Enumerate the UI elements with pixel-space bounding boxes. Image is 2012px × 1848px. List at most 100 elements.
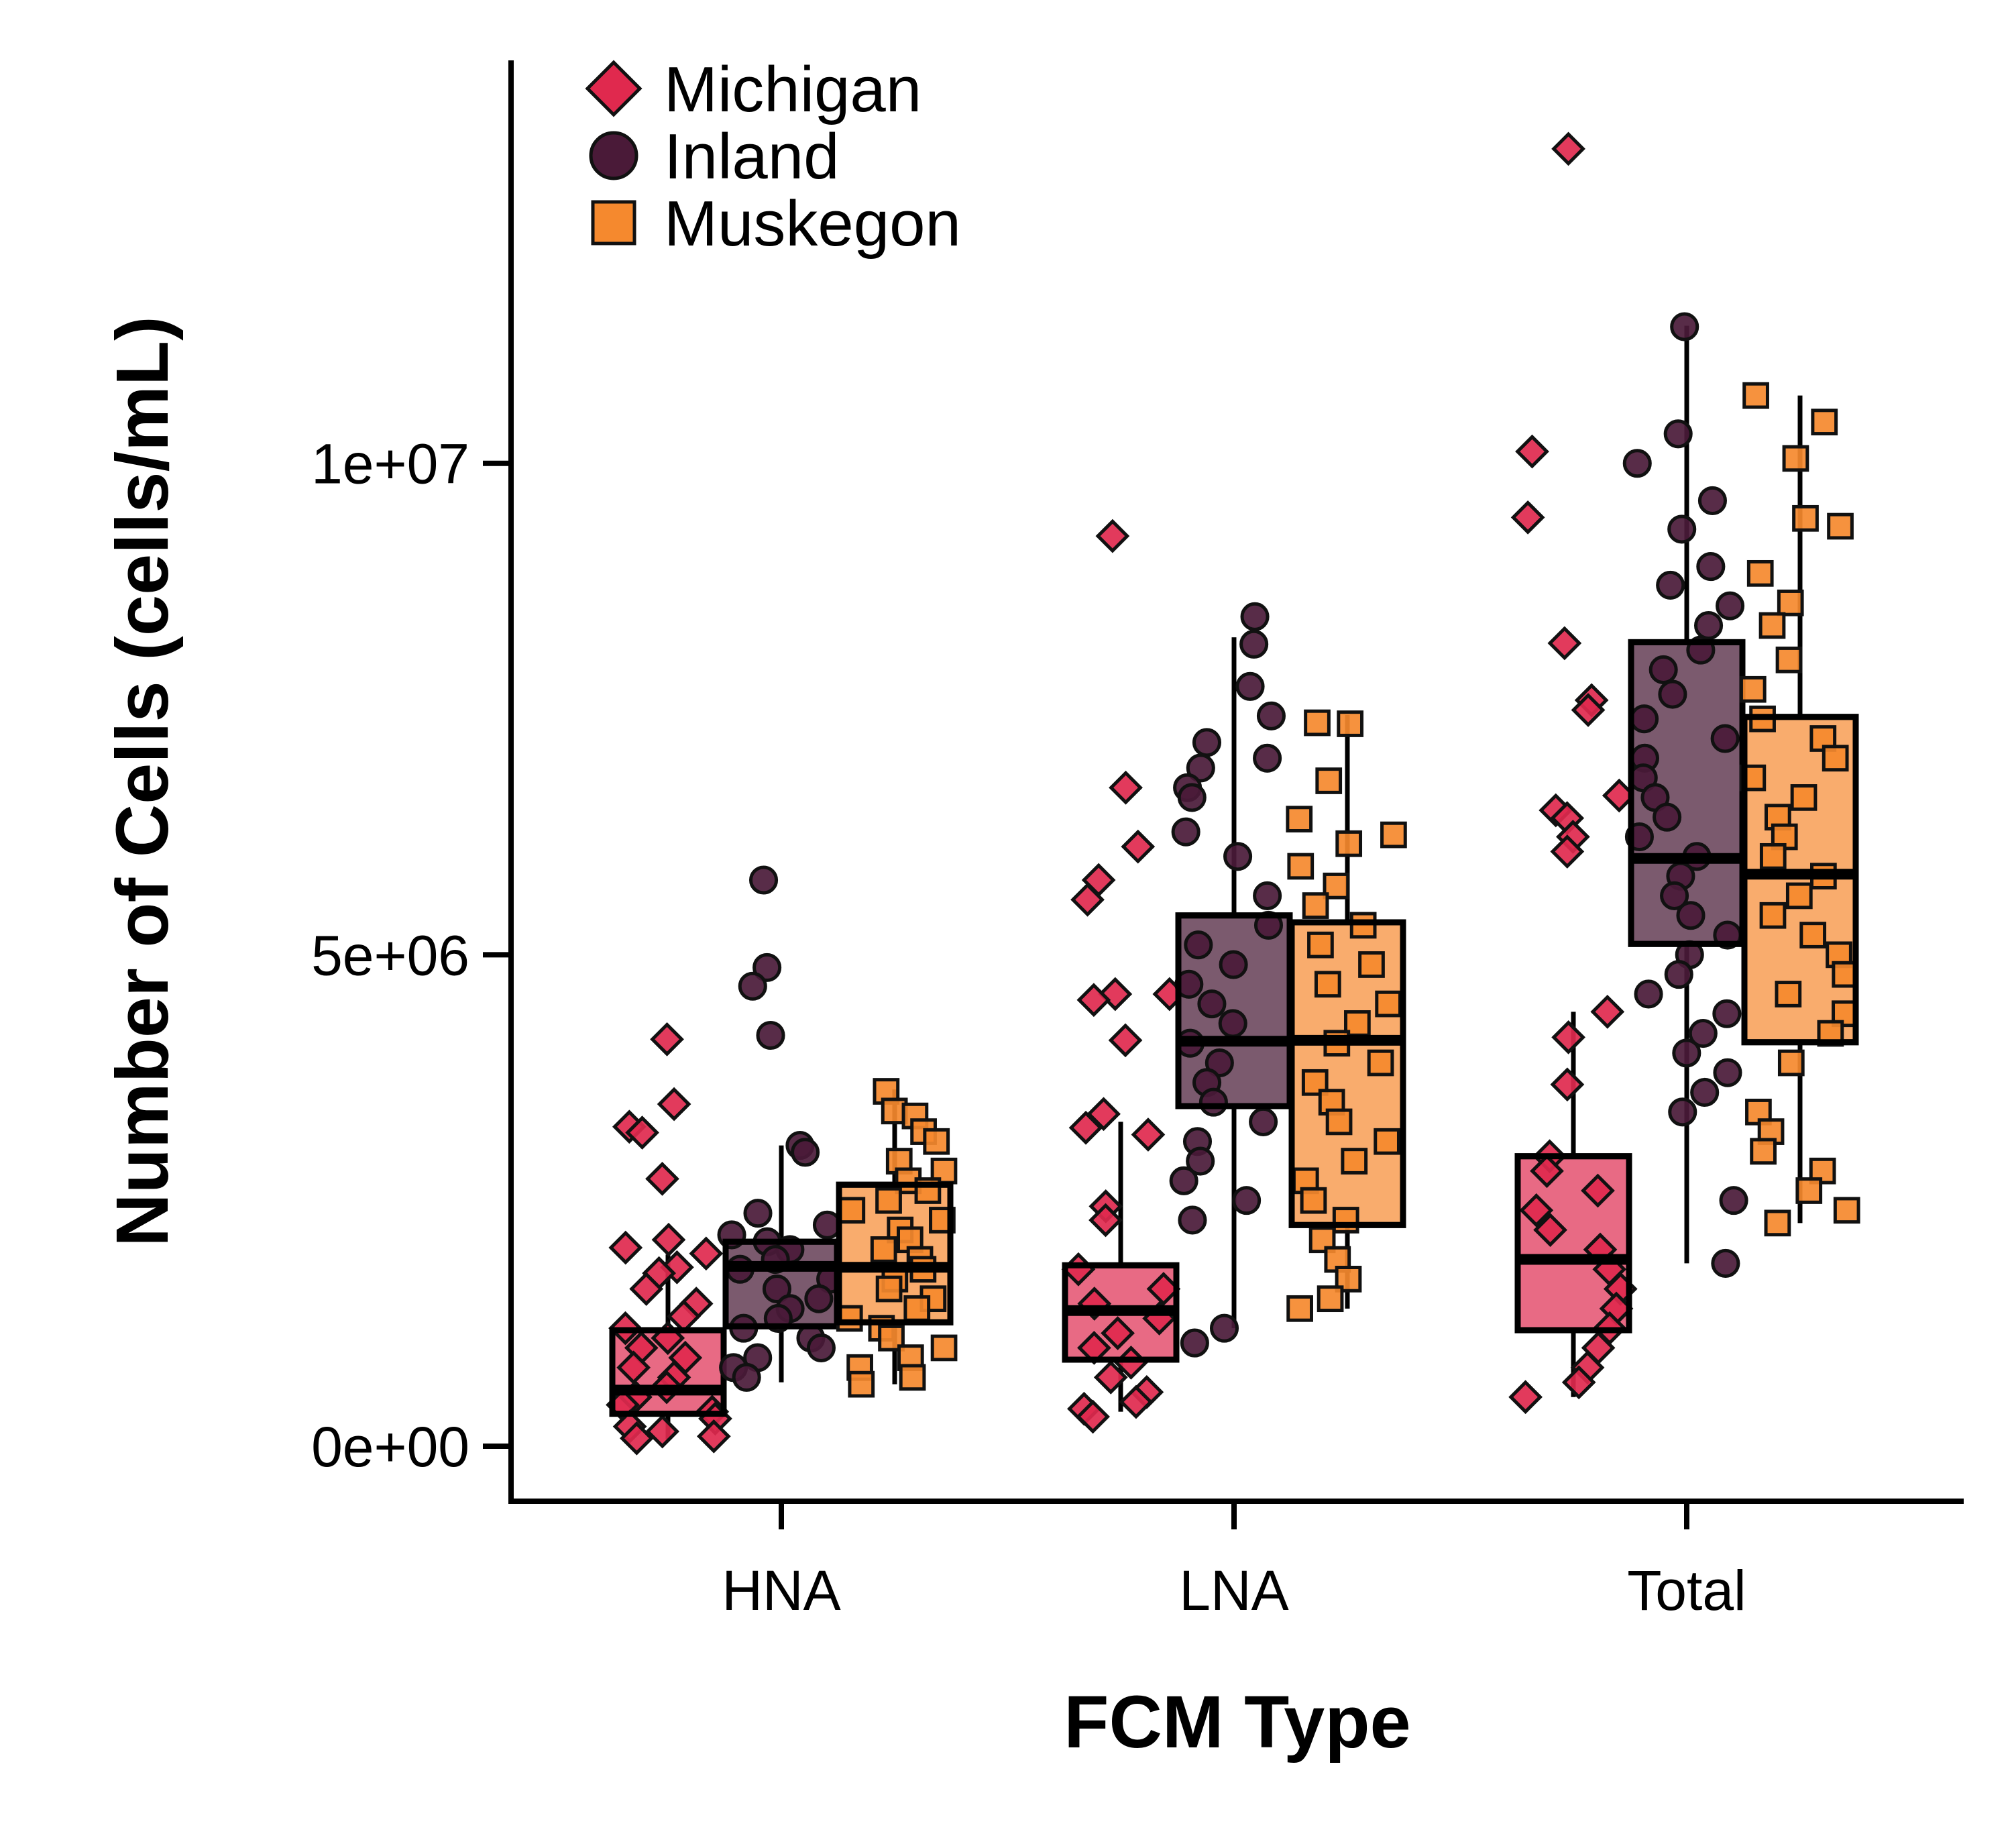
data-point-square (1824, 747, 1847, 770)
data-point-circle (1199, 991, 1225, 1017)
data-point-square (1339, 712, 1362, 736)
data-point-square (1760, 614, 1784, 637)
data-point-square (1382, 823, 1406, 847)
data-point-square (1337, 832, 1361, 855)
data-point-circle (1242, 604, 1268, 629)
data-point-circle (1200, 1089, 1226, 1115)
data-point-circle (1624, 451, 1650, 476)
data-point-circle (1234, 1188, 1260, 1213)
data-point-square (1813, 411, 1836, 434)
data-point-circle (758, 1022, 783, 1048)
data-point-circle (1220, 1011, 1245, 1036)
data-point-circle (808, 1335, 834, 1360)
data-point-circle (1225, 844, 1251, 869)
legend-label: Inland (664, 121, 840, 193)
data-point-square (1792, 786, 1815, 810)
data-point-circle (1655, 804, 1680, 830)
data-point-circle (751, 867, 777, 893)
data-point-circle (1171, 1168, 1196, 1193)
data-point-square (1377, 992, 1400, 1016)
data-point-square (1304, 894, 1327, 918)
data-point-diamond (1554, 1023, 1583, 1052)
data-point-circle (1255, 745, 1280, 771)
data-point-circle (740, 973, 765, 999)
data-point-square (840, 1199, 864, 1222)
x-axis-title: FCM Type (1064, 1681, 1410, 1763)
y-axis-title: Number of Cells (cells/mL) (101, 316, 184, 1247)
x-tick-label: Total (1627, 1559, 1746, 1622)
data-point-circle (1715, 1060, 1740, 1085)
data-point-circle (1194, 730, 1219, 755)
data-point-circle (793, 1140, 818, 1165)
data-point-square (1797, 1179, 1821, 1203)
data-point-circle (1692, 1079, 1718, 1105)
data-point-circle (1674, 1040, 1699, 1066)
data-point-circle (1670, 1099, 1695, 1125)
data-point-square (1766, 1211, 1789, 1235)
data-point-diamond (1593, 997, 1622, 1026)
data-point-square (1316, 973, 1339, 996)
data-point-circle (1632, 706, 1657, 732)
data-point-circle (745, 1201, 771, 1226)
x-tick-label: HNA (722, 1559, 840, 1622)
data-point-square (1360, 953, 1384, 977)
data-point-circle (1665, 421, 1691, 447)
data-point-square (1288, 1297, 1312, 1320)
data-point-square (1289, 855, 1312, 878)
data-point-square (1306, 711, 1329, 735)
data-point-circle (1179, 785, 1205, 810)
data-point-square (1327, 1110, 1351, 1134)
data-point-circle (1699, 488, 1725, 513)
data-point-square (1334, 1209, 1357, 1232)
legend-diamond-icon (588, 62, 640, 115)
legend-circle-icon (591, 133, 636, 178)
data-point-circle (1211, 1315, 1237, 1341)
legend-item-michigan: Michigan (588, 54, 921, 125)
plot-marks (608, 134, 1858, 1453)
data-point-square (1744, 384, 1768, 407)
data-point-circle (1721, 1188, 1746, 1213)
data-point-diamond (648, 1417, 677, 1446)
data-point-circle (1713, 1250, 1738, 1276)
data-point-diamond (691, 1239, 721, 1268)
data-point-square (1779, 1051, 1803, 1075)
data-point-circle (1660, 682, 1685, 707)
data-point-square (1343, 1150, 1366, 1173)
data-point-square (1787, 884, 1811, 908)
data-point-diamond (653, 1025, 682, 1054)
data-point-circle (1241, 631, 1267, 657)
data-point-circle (1636, 981, 1661, 1007)
data-point-square (1369, 1051, 1392, 1075)
data-point-square (1288, 808, 1311, 831)
data-point-circle (1669, 517, 1695, 542)
data-point-square (1829, 514, 1852, 538)
data-point-diamond (1133, 1120, 1163, 1150)
data-point-circle (1221, 952, 1246, 977)
data-point-diamond (659, 1089, 689, 1119)
data-point-square (1317, 769, 1341, 793)
x-tick-label: LNA (1179, 1559, 1288, 1622)
data-point-circle (1712, 726, 1738, 751)
data-point-square (932, 1336, 956, 1360)
data-point-square (1319, 1287, 1342, 1311)
data-point-diamond (648, 1164, 677, 1194)
data-point-square (850, 1372, 873, 1396)
y-tick-label: 1e+07 (311, 433, 469, 496)
data-point-square (1741, 677, 1765, 701)
data-point-square (877, 1277, 901, 1301)
data-point-square (1794, 506, 1818, 530)
data-point-square (1376, 1130, 1399, 1153)
data-point-square (1748, 561, 1772, 585)
data-point-square (1752, 1140, 1775, 1163)
data-point-diamond (654, 1225, 683, 1254)
data-point-circle (1173, 819, 1198, 845)
data-point-circle (1714, 1001, 1740, 1026)
data-point-circle (1658, 572, 1683, 598)
data-point-circle (1678, 903, 1703, 928)
legend-square-icon (593, 202, 634, 243)
x-ticks: HNA LNA Total (722, 1501, 1746, 1622)
data-point-diamond (1550, 629, 1579, 658)
legend-label: Michigan (664, 54, 921, 125)
data-point-square (905, 1297, 929, 1320)
